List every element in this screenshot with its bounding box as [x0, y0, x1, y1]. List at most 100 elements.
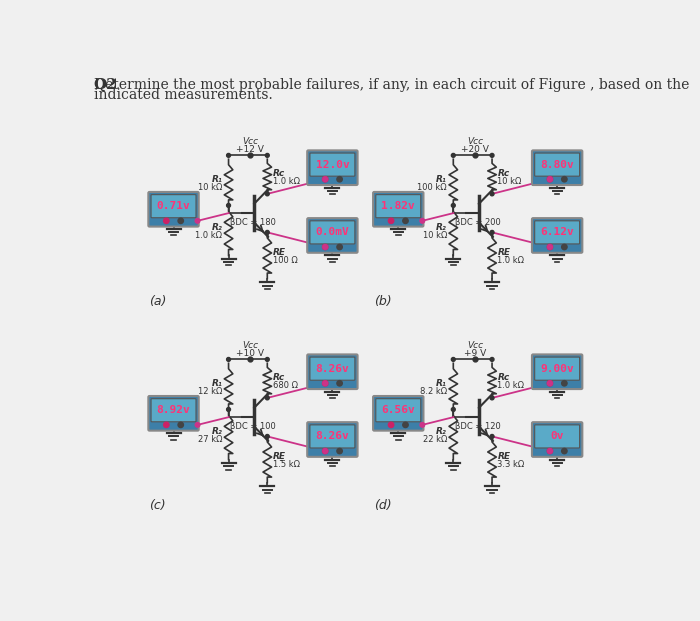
Circle shape: [490, 358, 494, 361]
FancyBboxPatch shape: [535, 357, 580, 380]
Text: Vᴄᴄ: Vᴄᴄ: [467, 341, 483, 350]
Circle shape: [195, 219, 200, 223]
FancyBboxPatch shape: [532, 150, 582, 185]
Circle shape: [490, 435, 494, 438]
Circle shape: [227, 204, 230, 207]
Text: βDC = 200: βDC = 200: [455, 218, 500, 227]
Circle shape: [227, 407, 230, 411]
Circle shape: [561, 381, 567, 386]
Text: Vᴄᴄ: Vᴄᴄ: [242, 137, 258, 146]
FancyBboxPatch shape: [373, 396, 424, 430]
Text: 27 kΩ: 27 kΩ: [198, 435, 223, 445]
Text: +12 V: +12 V: [237, 145, 264, 154]
FancyBboxPatch shape: [310, 357, 355, 380]
Text: 0.71v: 0.71v: [157, 201, 190, 211]
FancyBboxPatch shape: [535, 153, 580, 176]
FancyBboxPatch shape: [310, 221, 355, 244]
Circle shape: [452, 358, 455, 361]
Circle shape: [490, 396, 494, 400]
Text: R₁: R₁: [211, 379, 223, 388]
Circle shape: [452, 407, 455, 411]
Circle shape: [178, 422, 183, 428]
Circle shape: [323, 177, 328, 181]
FancyBboxPatch shape: [148, 192, 199, 227]
Circle shape: [337, 381, 342, 386]
Circle shape: [420, 422, 425, 427]
Circle shape: [547, 244, 553, 250]
Text: 10 kΩ: 10 kΩ: [198, 183, 223, 193]
Text: 1.0 kΩ: 1.0 kΩ: [498, 381, 524, 391]
Circle shape: [265, 153, 270, 157]
Text: 8.92v: 8.92v: [157, 406, 190, 415]
Text: R₂: R₂: [211, 427, 223, 436]
Text: 0.0mV: 0.0mV: [316, 227, 349, 237]
Circle shape: [402, 422, 408, 428]
Circle shape: [265, 396, 270, 400]
Circle shape: [547, 449, 552, 453]
Text: 3.3 kΩ: 3.3 kΩ: [498, 460, 525, 469]
Circle shape: [490, 230, 494, 234]
Circle shape: [195, 422, 200, 427]
Text: R₂: R₂: [436, 223, 447, 232]
Circle shape: [547, 176, 553, 182]
Circle shape: [323, 244, 328, 250]
FancyBboxPatch shape: [151, 399, 196, 422]
Circle shape: [402, 218, 408, 224]
Text: 8.80v: 8.80v: [540, 160, 574, 170]
Circle shape: [547, 177, 552, 181]
Text: 1.82v: 1.82v: [382, 201, 415, 211]
FancyBboxPatch shape: [532, 218, 582, 253]
Text: βDC = 100: βDC = 100: [230, 422, 276, 431]
Text: 1.0 kΩ: 1.0 kΩ: [273, 178, 300, 186]
Text: +20 V: +20 V: [461, 145, 489, 154]
Text: Vᴄᴄ: Vᴄᴄ: [467, 137, 483, 146]
Text: 12 kΩ: 12 kΩ: [198, 388, 223, 396]
Text: R₂: R₂: [436, 427, 447, 436]
Text: +10 V: +10 V: [237, 349, 265, 358]
Circle shape: [164, 422, 169, 428]
Text: 8.2 kΩ: 8.2 kΩ: [420, 388, 447, 396]
Circle shape: [227, 153, 230, 157]
FancyBboxPatch shape: [535, 221, 580, 244]
Circle shape: [323, 449, 328, 453]
FancyBboxPatch shape: [148, 396, 199, 430]
Text: 6.56v: 6.56v: [382, 406, 415, 415]
Text: RḚ: RḚ: [273, 248, 286, 257]
Circle shape: [164, 218, 169, 224]
FancyBboxPatch shape: [376, 194, 421, 218]
Circle shape: [265, 358, 270, 361]
Text: 10 kΩ: 10 kΩ: [423, 232, 447, 240]
Text: 9.00v: 9.00v: [540, 364, 574, 374]
Text: R₂: R₂: [211, 223, 223, 232]
FancyBboxPatch shape: [307, 150, 358, 185]
FancyBboxPatch shape: [535, 425, 580, 448]
FancyBboxPatch shape: [307, 218, 358, 253]
Circle shape: [452, 204, 455, 207]
Text: 100 Ω: 100 Ω: [273, 256, 298, 265]
Text: βDC = 120: βDC = 120: [455, 422, 500, 431]
FancyBboxPatch shape: [532, 355, 582, 389]
Text: 680 Ω: 680 Ω: [273, 381, 298, 391]
Text: R₁: R₁: [436, 175, 447, 184]
Text: (a): (a): [150, 295, 167, 308]
Circle shape: [337, 244, 342, 250]
Text: 100 kΩ: 100 kΩ: [417, 183, 447, 193]
FancyBboxPatch shape: [310, 153, 355, 176]
Text: R₁: R₁: [436, 379, 447, 388]
FancyBboxPatch shape: [373, 192, 424, 227]
Circle shape: [389, 218, 394, 224]
Text: (c): (c): [150, 499, 166, 512]
FancyBboxPatch shape: [310, 425, 355, 448]
Circle shape: [337, 176, 342, 182]
Text: Rᴄ: Rᴄ: [498, 169, 510, 178]
Text: (b): (b): [374, 295, 392, 308]
Circle shape: [547, 448, 553, 454]
Text: 22 kΩ: 22 kΩ: [423, 435, 447, 445]
Text: 1.5 kΩ: 1.5 kΩ: [273, 460, 300, 469]
Circle shape: [490, 192, 494, 196]
Circle shape: [389, 422, 394, 428]
Text: 8.26v: 8.26v: [316, 432, 349, 442]
Text: (d): (d): [374, 499, 392, 512]
Circle shape: [227, 358, 230, 361]
Text: 10 kΩ: 10 kΩ: [498, 178, 522, 186]
